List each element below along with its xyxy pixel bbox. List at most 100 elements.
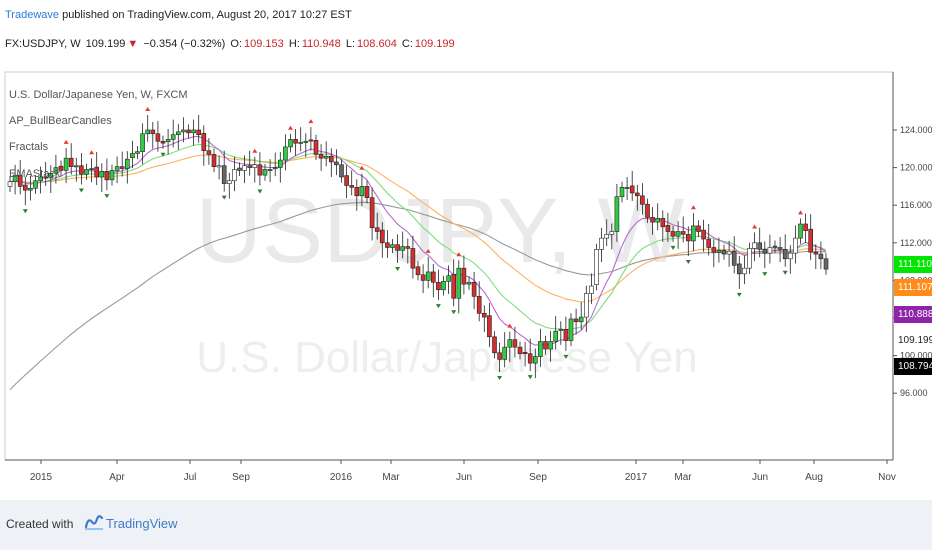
candle-body bbox=[211, 154, 217, 167]
candle-body bbox=[232, 169, 237, 182]
x-tick-label: Mar bbox=[382, 472, 400, 483]
candle-body bbox=[589, 285, 594, 294]
candle-body bbox=[379, 229, 385, 244]
candle-body bbox=[650, 217, 655, 223]
candle-body bbox=[405, 246, 411, 249]
fractal-down-icon bbox=[435, 304, 441, 309]
watermark-name: U.S. Dollar/Japanese Yen bbox=[196, 333, 697, 382]
quote-line: FX:USDJPY, W 109.199 ▼ −0.354 (−0.32%) O:… bbox=[5, 38, 457, 50]
candle-body bbox=[517, 346, 523, 355]
ema-10-line bbox=[9, 135, 827, 346]
fractal-down-icon bbox=[395, 267, 401, 272]
candle-body bbox=[165, 139, 171, 143]
candle-body bbox=[359, 186, 365, 197]
candle-body bbox=[140, 133, 145, 152]
candle-body bbox=[553, 330, 559, 342]
candle-body bbox=[543, 341, 548, 350]
symbol-label[interactable]: FX:USDJPY, W bbox=[5, 38, 81, 50]
x-tick-label: Apr bbox=[109, 472, 125, 483]
candle-body bbox=[624, 187, 630, 189]
candle-body bbox=[492, 336, 497, 354]
candle-body bbox=[772, 245, 778, 248]
created-with-text: Created with bbox=[6, 517, 74, 531]
y-tick-label: 100.000 bbox=[900, 351, 932, 361]
price-chart[interactable]: USDJPY, W U.S. Dollar/Japanese Yen 124.000… bbox=[0, 0, 932, 500]
candle-body bbox=[568, 318, 574, 341]
candle-body bbox=[43, 176, 49, 179]
candle-body bbox=[252, 164, 258, 168]
candle-body bbox=[390, 244, 395, 248]
candle-body bbox=[446, 275, 451, 282]
candle-body bbox=[293, 139, 298, 144]
legend-indicator-candles[interactable]: AP_BullBearCandles bbox=[9, 115, 112, 127]
candle-body bbox=[803, 223, 808, 231]
candle-body bbox=[777, 247, 783, 250]
candle-body bbox=[696, 225, 701, 232]
low-label: L: bbox=[345, 38, 356, 50]
candle-body bbox=[385, 242, 390, 248]
candle-body bbox=[808, 228, 814, 253]
candle-body bbox=[79, 165, 84, 175]
candle-body bbox=[487, 315, 492, 338]
candle-body bbox=[619, 187, 625, 198]
candle-body bbox=[441, 281, 446, 291]
candle-body bbox=[634, 192, 640, 197]
candle-body bbox=[425, 271, 431, 281]
candle-body bbox=[28, 187, 33, 191]
candle-body bbox=[349, 185, 355, 188]
fractal-up-icon bbox=[456, 252, 462, 257]
candle-body bbox=[267, 169, 273, 171]
legend-indicator-fractals[interactable]: Fractals bbox=[9, 141, 49, 153]
candle-body bbox=[436, 281, 441, 291]
fractal-down-icon bbox=[257, 189, 263, 194]
chart-header: Tradewave published on TradingView.com, … bbox=[0, 0, 932, 70]
candle-body bbox=[706, 238, 712, 248]
legend-indicator-emastack[interactable]: EMAStack bbox=[9, 168, 61, 180]
x-tick-label: Nov bbox=[878, 472, 896, 483]
candle-body bbox=[104, 171, 110, 181]
candle-body bbox=[63, 157, 69, 171]
x-tick-label: Jul bbox=[184, 472, 197, 483]
candle-body bbox=[374, 227, 380, 232]
candle-body bbox=[186, 129, 191, 134]
candle-body bbox=[767, 247, 773, 254]
candle-body bbox=[119, 166, 125, 169]
fractal-down-icon bbox=[160, 152, 166, 157]
candle-body bbox=[451, 273, 457, 299]
tradingview-logo-icon[interactable] bbox=[84, 513, 104, 531]
tradingview-brand[interactable]: TradingView bbox=[106, 516, 178, 531]
fractal-down-icon bbox=[451, 310, 457, 315]
legend-symbol[interactable]: U.S. Dollar/Japanese Yen, W, FXCM bbox=[9, 89, 188, 101]
candle-body bbox=[227, 180, 232, 184]
candle-body bbox=[17, 174, 23, 187]
candle-body bbox=[736, 263, 742, 275]
fractal-down-icon bbox=[221, 195, 227, 200]
candle-body bbox=[599, 237, 604, 250]
candle-body bbox=[191, 129, 196, 134]
fractal-up-icon bbox=[288, 125, 293, 130]
x-tick-label: Jun bbox=[456, 472, 472, 483]
fractal-up-icon bbox=[752, 224, 758, 229]
candle-body bbox=[303, 140, 309, 143]
candle-body bbox=[471, 281, 477, 297]
x-tick-label: Aug bbox=[805, 472, 823, 483]
last-price: 109.199 bbox=[85, 38, 126, 50]
fractal-down-icon bbox=[22, 209, 28, 214]
candle-body bbox=[645, 203, 650, 218]
candle-body bbox=[604, 234, 610, 239]
y-tick-label: 124.000 bbox=[900, 125, 932, 135]
candle-body bbox=[170, 134, 176, 140]
published-text: published on TradingView.com, August 20,… bbox=[59, 9, 352, 21]
candle-body bbox=[507, 339, 513, 348]
candle-body bbox=[364, 186, 370, 198]
low-value: 108.604 bbox=[357, 38, 397, 50]
candle-body bbox=[512, 339, 518, 348]
candle-body bbox=[323, 156, 329, 159]
candle-body bbox=[53, 167, 59, 174]
watermark-symbol: USDJPY, W bbox=[195, 180, 684, 282]
publisher-link[interactable]: Tradewave bbox=[5, 9, 60, 21]
candle-body bbox=[125, 158, 130, 169]
ema-200-line bbox=[9, 201, 827, 391]
candle-body bbox=[563, 328, 569, 341]
fractal-up-icon bbox=[359, 165, 365, 170]
